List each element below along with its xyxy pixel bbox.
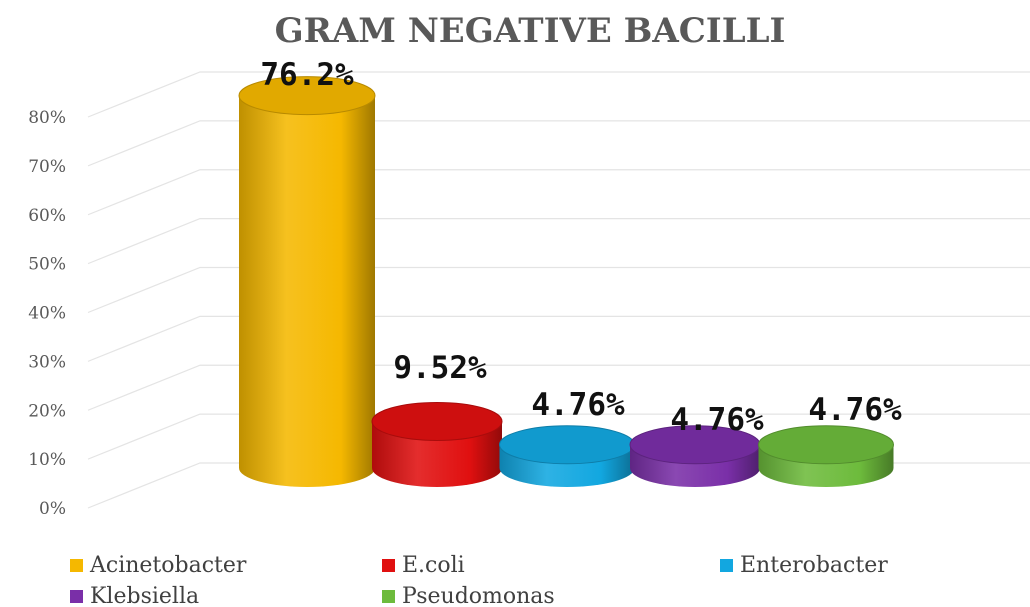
legend-label: Klebsiella [90, 584, 199, 607]
gridline [87, 364, 1030, 411]
legend-swatch [720, 559, 733, 572]
legend-item: Pseudomonas [382, 584, 555, 607]
bar [371, 401, 503, 487]
legend-swatch [382, 559, 395, 572]
data-label: 4.76% [808, 392, 902, 428]
data-label: 76.2% [260, 57, 354, 93]
data-labels: 76.2% 9.52% 4.76% 4.76% 4.76% [260, 57, 902, 438]
bar [499, 425, 635, 487]
bar-top [371, 401, 503, 441]
legend-label: Pseudomonas [402, 584, 555, 607]
gridline [87, 120, 1030, 167]
bar-top [758, 425, 894, 465]
legend: Acinetobacter E.coli Enterobacter Klebsiell… [70, 553, 888, 607]
legend-item: Klebsiella [70, 584, 199, 607]
gridline [87, 413, 1030, 460]
bar-top [499, 425, 635, 465]
legend-swatch [382, 590, 395, 603]
data-label: 4.76% [531, 387, 625, 423]
y-tick-label: 0% [39, 499, 66, 519]
bar [758, 425, 894, 487]
bar-top [238, 76, 376, 116]
gridline [87, 218, 1030, 265]
y-tick-label: 40% [28, 304, 66, 324]
y-tick-label: 30% [28, 352, 66, 372]
y-tick-label: 70% [28, 157, 66, 177]
chart-title: GRAM NEGATIVE BACILLI [275, 11, 786, 51]
y-axis: 0% 10% 20% 30% 40% 50% 60% 70% 80% [28, 108, 66, 519]
legend-label: Acinetobacter [89, 553, 247, 578]
data-label: 9.52% [393, 350, 487, 386]
bars [238, 76, 894, 487]
legend-label: E.coli [402, 553, 465, 578]
bar [238, 76, 376, 487]
legend-item: Acinetobacter [70, 553, 247, 578]
bar [629, 425, 761, 487]
gridline [87, 71, 1030, 118]
gridline [87, 169, 1030, 216]
data-label: 4.76% [670, 402, 764, 438]
y-tick-label: 20% [28, 401, 66, 421]
y-tick-label: 60% [28, 206, 66, 226]
gridline [87, 315, 1030, 362]
legend-label: Enterobacter [740, 553, 888, 578]
legend-item: Enterobacter [720, 553, 888, 578]
gridline [87, 266, 1030, 314]
y-tick-label: 10% [28, 450, 66, 470]
y-tick-label: 80% [28, 108, 66, 128]
legend-swatch [70, 559, 83, 572]
legend-item: E.coli [382, 553, 465, 578]
bar-body [239, 95, 375, 487]
legend-swatch [70, 590, 83, 603]
gridlines [87, 71, 1030, 509]
y-tick-label: 50% [28, 255, 66, 275]
